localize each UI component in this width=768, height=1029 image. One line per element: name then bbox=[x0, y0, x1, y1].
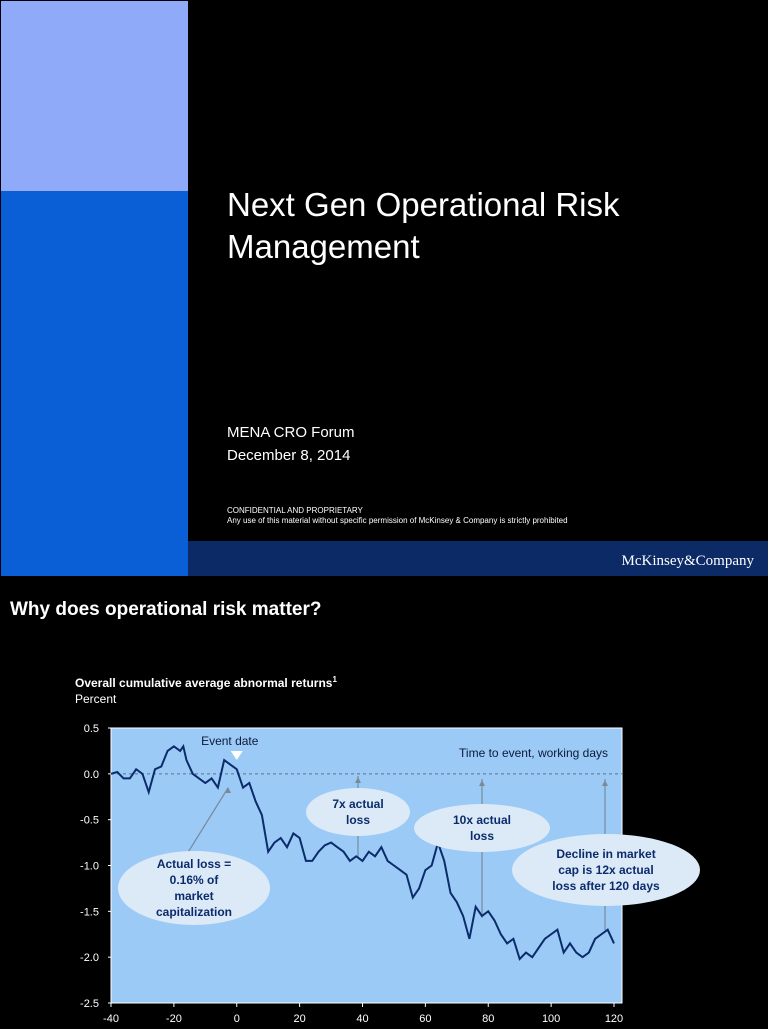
title-line: Management bbox=[227, 228, 420, 265]
arrow bbox=[181, 787, 229, 863]
callout-text: 10x actual bbox=[453, 813, 511, 827]
x-tick-label: 100 bbox=[542, 1013, 560, 1024]
data-line bbox=[110, 743, 615, 961]
arrow-head bbox=[479, 780, 485, 786]
chart-title-text: Overall cumulative average abnormal retu… bbox=[75, 676, 333, 690]
x-tick-label: 20 bbox=[294, 1013, 306, 1024]
title-line: Next Gen Operational Risk bbox=[227, 186, 620, 223]
callout-bubble bbox=[306, 788, 410, 836]
y-tick-label: -2.0 bbox=[80, 952, 99, 964]
y-tick-label: -1.5 bbox=[80, 906, 99, 918]
x-tick-label: -20 bbox=[166, 1013, 182, 1024]
slide-title: Why does operational risk matter? bbox=[10, 599, 321, 620]
panel-light bbox=[1, 1, 188, 191]
arrow-head bbox=[355, 777, 361, 783]
callout-bubble bbox=[512, 834, 700, 906]
event-marker bbox=[230, 751, 243, 760]
panel-dark bbox=[1, 191, 188, 576]
x-tick-label: 60 bbox=[419, 1013, 431, 1024]
y-tick-label: -2.5 bbox=[80, 998, 99, 1010]
arrow-head bbox=[225, 787, 231, 793]
x-axis-label: Time to event, working days bbox=[459, 746, 608, 760]
callout-text: 0.16% of bbox=[170, 873, 220, 887]
event: MENA CRO Forum bbox=[227, 424, 355, 441]
x-tick-label: 80 bbox=[482, 1013, 494, 1024]
footer-bar bbox=[188, 541, 768, 576]
callout-text: capitalization bbox=[156, 905, 232, 919]
callout-text: loss bbox=[346, 813, 370, 827]
y-tick-label: 0.0 bbox=[84, 769, 99, 781]
callout-text: 7x actual bbox=[332, 797, 383, 811]
callout-text: loss bbox=[470, 829, 494, 843]
x-tick-label: 40 bbox=[356, 1013, 368, 1024]
callout-bubble bbox=[118, 851, 270, 925]
chart-subtitle: Percent bbox=[75, 692, 117, 706]
event-label: Event date bbox=[201, 734, 259, 748]
arrow-head bbox=[602, 780, 608, 786]
y-tick-label: -0.5 bbox=[80, 815, 99, 827]
chart-title: Overall cumulative average abnormal retu… bbox=[75, 675, 337, 690]
callout-bubble bbox=[414, 804, 550, 852]
footnote-marker: 1 bbox=[332, 675, 337, 684]
callout-text: Actual loss = bbox=[157, 857, 231, 871]
callout-text: cap is 12x actual bbox=[558, 863, 653, 877]
callout-text: Decline in market bbox=[556, 847, 655, 861]
y-tick-label: 0.5 bbox=[84, 723, 99, 735]
confidential: CONFIDENTIAL AND PROPRIETARY bbox=[227, 506, 364, 515]
x-tick-label: 0 bbox=[234, 1013, 240, 1024]
x-tick-label: 120 bbox=[605, 1013, 623, 1024]
callout-text: loss after 120 days bbox=[552, 879, 660, 893]
disclaimer: Any use of this material without specifi… bbox=[227, 516, 568, 525]
y-tick-label: -1.0 bbox=[80, 861, 99, 873]
x-tick-label: -40 bbox=[103, 1013, 119, 1024]
date: December 8, 2014 bbox=[227, 447, 350, 464]
logo: McKinsey&Company bbox=[622, 553, 755, 569]
callout-text: market bbox=[174, 889, 213, 903]
